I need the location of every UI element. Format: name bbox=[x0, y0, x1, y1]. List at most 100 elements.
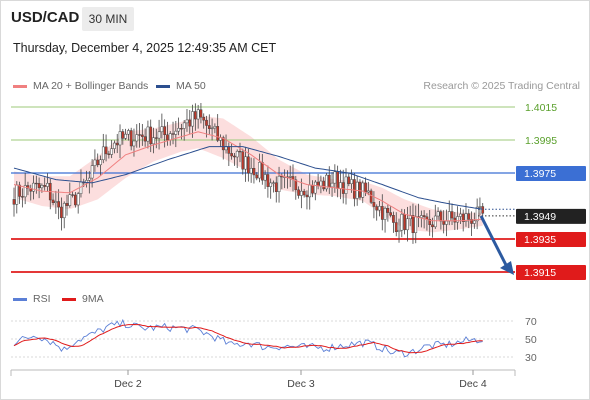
candle-body bbox=[104, 146, 108, 155]
candle-body bbox=[302, 190, 306, 196]
candle-body bbox=[60, 206, 63, 219]
candle-body bbox=[294, 179, 298, 191]
legend-ma50: MA 50 bbox=[156, 80, 206, 92]
candle-body bbox=[475, 206, 479, 222]
ma50-swatch bbox=[156, 84, 170, 88]
candle-body bbox=[260, 162, 264, 181]
candle-body bbox=[140, 134, 144, 137]
candle-body bbox=[397, 229, 401, 233]
candle-body bbox=[353, 179, 356, 199]
interval-button[interactable]: 30 MIN bbox=[82, 7, 134, 31]
candle-body bbox=[230, 153, 233, 157]
level-label-resistance-green-1-4015: 1.4015 bbox=[525, 102, 557, 114]
chart-header: USD/CAD 30 MIN bbox=[0, 0, 590, 36]
level-label-current-1-3949: 1.3949 bbox=[524, 211, 556, 223]
candle-body bbox=[21, 196, 24, 198]
candle-body bbox=[308, 184, 312, 198]
candle-body bbox=[325, 174, 328, 190]
candle-body bbox=[461, 213, 465, 222]
candle-body bbox=[247, 156, 250, 174]
candle-body bbox=[375, 206, 379, 211]
candle-body bbox=[311, 184, 314, 194]
candle-body bbox=[436, 211, 440, 217]
candle-body bbox=[411, 215, 415, 234]
candle-body bbox=[467, 213, 471, 220]
candle-body bbox=[392, 215, 395, 223]
level-badge-support-red-1-3915 bbox=[516, 265, 586, 280]
candle-body bbox=[456, 216, 459, 223]
rsi-tick-label-50: 50 bbox=[525, 334, 537, 346]
candle-body bbox=[394, 222, 398, 233]
candle-body bbox=[32, 182, 35, 192]
level-badge-support-red-1-3935 bbox=[516, 232, 586, 247]
candle-body bbox=[272, 182, 275, 184]
candle-body bbox=[202, 116, 206, 121]
candle-body bbox=[12, 199, 16, 205]
candle-body bbox=[258, 162, 261, 179]
candle-body bbox=[238, 150, 242, 153]
candle-body bbox=[330, 182, 334, 188]
candle-body bbox=[205, 119, 208, 126]
candle-body bbox=[389, 212, 392, 216]
level-label-support-red-1-3915: 1.3915 bbox=[524, 267, 556, 279]
candle-body bbox=[406, 218, 409, 231]
ma50-legend-label: MA 50 bbox=[176, 80, 206, 92]
candle-body bbox=[419, 215, 423, 218]
candle-body bbox=[135, 134, 139, 142]
candle-body bbox=[414, 216, 418, 234]
candle-body bbox=[87, 177, 91, 181]
x-tick-label-1: Dec 3 bbox=[287, 378, 315, 390]
candle-body bbox=[99, 159, 102, 166]
legend-rsi-ma: 9MA bbox=[62, 293, 104, 305]
candle-body bbox=[361, 182, 365, 198]
candle-body bbox=[113, 142, 116, 149]
candle-body bbox=[336, 171, 339, 189]
rsi-swatch bbox=[13, 297, 27, 301]
candle-body bbox=[171, 133, 175, 135]
candle-body bbox=[160, 126, 164, 133]
rsi-tick-label-30: 30 bbox=[525, 352, 537, 364]
candle-body bbox=[380, 206, 384, 220]
candle-body bbox=[124, 133, 127, 139]
candle-body bbox=[194, 111, 197, 120]
candle-body bbox=[115, 142, 119, 146]
candle-body bbox=[143, 136, 147, 142]
candle-body bbox=[358, 181, 362, 198]
candle-body bbox=[23, 185, 27, 198]
timestamp: Thursday, December 4, 2025 12:49:35 AM C… bbox=[13, 41, 277, 55]
candle-body bbox=[428, 218, 432, 226]
x-tick-label-2: Dec 4 bbox=[459, 378, 487, 390]
forecast-arrow-shaft bbox=[479, 215, 510, 270]
candle-body bbox=[129, 130, 133, 147]
candle-body bbox=[191, 111, 194, 127]
candle-body bbox=[244, 156, 247, 170]
candle-body bbox=[110, 148, 114, 155]
candle-body bbox=[118, 131, 122, 146]
candle-body bbox=[210, 127, 214, 130]
candle-body bbox=[473, 220, 476, 224]
candle-body bbox=[319, 180, 323, 187]
candle-body bbox=[478, 206, 482, 208]
candle-body bbox=[422, 215, 426, 218]
candle-body bbox=[347, 176, 351, 185]
candle-body bbox=[199, 109, 203, 118]
candle-body bbox=[46, 182, 49, 187]
candle-body bbox=[138, 134, 141, 136]
candle-body bbox=[207, 125, 211, 129]
candle-body bbox=[71, 194, 74, 196]
candle-body bbox=[431, 224, 434, 228]
candle-body bbox=[269, 182, 273, 187]
candle-body bbox=[213, 126, 217, 129]
candle-body bbox=[34, 182, 38, 185]
candle-body bbox=[43, 185, 47, 187]
candle-body bbox=[62, 203, 66, 219]
candle-body bbox=[266, 174, 270, 187]
candle-body bbox=[459, 213, 462, 217]
candle-body bbox=[174, 130, 178, 135]
legend-rsi: RSI bbox=[13, 293, 51, 305]
candle-body bbox=[37, 183, 41, 189]
candle-body bbox=[263, 174, 267, 181]
candle-body bbox=[54, 201, 58, 203]
candle-body bbox=[327, 174, 331, 188]
candle-body bbox=[40, 185, 44, 189]
